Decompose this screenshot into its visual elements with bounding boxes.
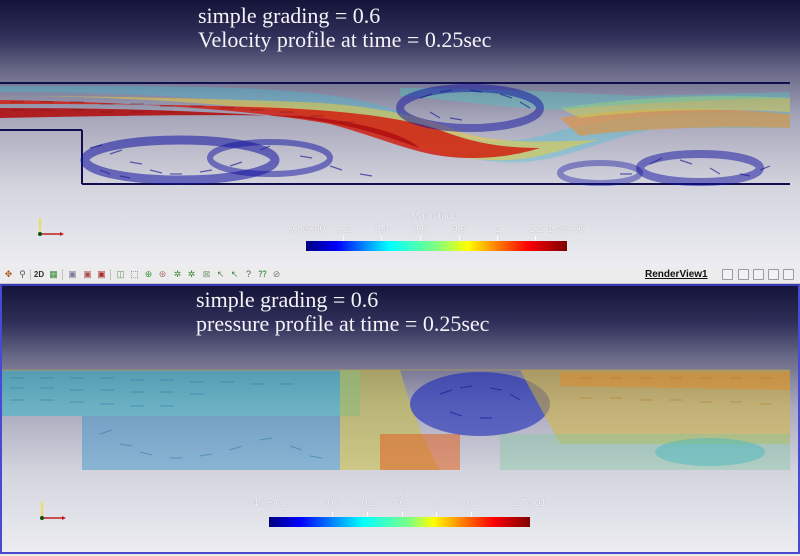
colorbar-tickmark bbox=[436, 512, 437, 517]
interactive-select-points-icon[interactable]: ⊕ bbox=[144, 269, 153, 279]
maximize-icon[interactable] bbox=[753, 269, 764, 280]
select-points-on-icon[interactable]: ▣ bbox=[68, 269, 77, 279]
colorbar-pressure bbox=[269, 517, 530, 527]
colorbar-tick: 1.2 bbox=[529, 224, 543, 235]
clear-selection-icon[interactable]: ⊘ bbox=[272, 269, 281, 279]
2d-3d-toggle-button[interactable]: 2D bbox=[33, 270, 45, 279]
grow-selection-icon[interactable]: ✲ bbox=[187, 269, 196, 279]
colorbar-tick: 0.0e+00 bbox=[288, 224, 326, 235]
colorbar-tick: 0.1 bbox=[464, 498, 478, 509]
zoom-to-data-icon[interactable]: ⚲ bbox=[19, 269, 26, 279]
colorbar-tickmark bbox=[402, 512, 403, 517]
select-cells-through-icon[interactable]: ▣ bbox=[83, 269, 92, 279]
colorbar-title: U Magnitude bbox=[401, 211, 458, 222]
view-title: simple grading = 0.6 Velocity profile at… bbox=[198, 4, 491, 52]
colorbar-tickmark bbox=[535, 236, 536, 241]
title-line-1: simple grading = 0.6 bbox=[196, 287, 379, 312]
hover-points-icon[interactable]: ↖ bbox=[216, 269, 225, 279]
colorbar-tick: 0 bbox=[433, 498, 439, 509]
select-points-through-icon[interactable]: ▣ bbox=[97, 269, 106, 279]
orientation-axes bbox=[34, 214, 64, 244]
select-points-polygon-icon[interactable]: ✲ bbox=[173, 269, 182, 279]
query-selection-icon[interactable]: ⁇ bbox=[258, 269, 267, 279]
colorbar-tick: -0.2 bbox=[358, 498, 376, 509]
select-cells-polygon-icon[interactable]: ⊛ bbox=[158, 269, 167, 279]
render-view-name[interactable]: RenderView1 bbox=[645, 269, 708, 280]
colorbar-velocity bbox=[306, 241, 567, 251]
title-line-1: simple grading = 0.6 bbox=[198, 3, 381, 28]
toolbar-separator bbox=[62, 269, 63, 280]
view-toolbar: ✥ ⚲ 2D ▦ ▣ ▣ ▣ ◫ ⬚ ⊕ ⊛ ✲ ✲ ⊠ ↖ ↖ ? ⁇ ⊘ R… bbox=[0, 266, 800, 284]
shrink-selection-icon[interactable]: ⊠ bbox=[202, 269, 211, 279]
colorbar-tick: -0.1 bbox=[392, 498, 410, 509]
colorbar-tickmark bbox=[367, 512, 368, 517]
render-view-velocity[interactable]: simple grading = 0.6 Velocity profile at… bbox=[0, 0, 800, 266]
toolbar-separator bbox=[30, 269, 31, 280]
colorbar-tick: 0.8 bbox=[452, 224, 466, 235]
select-cells-on-icon[interactable]: ▦ bbox=[49, 269, 58, 279]
help-query-icon[interactable]: ? bbox=[245, 269, 251, 279]
render-view-pressure[interactable]: simple grading = 0.6 pressure profile at… bbox=[0, 284, 800, 554]
title-line-2: pressure profile at time = 0.25sec bbox=[196, 311, 490, 336]
colorbar-tickmark bbox=[332, 512, 333, 517]
colorbar-tick: 0.2 bbox=[336, 224, 350, 235]
colorbar-tick: 1.4e+00 bbox=[547, 224, 585, 235]
split-vertical-icon[interactable] bbox=[738, 269, 749, 280]
colorbar-tickmark bbox=[381, 236, 382, 241]
colorbar-tickmark bbox=[497, 236, 498, 241]
toolbar-separator bbox=[110, 269, 111, 280]
velocity-vector-field bbox=[0, 78, 800, 190]
colorbar-tick: -0.3 bbox=[324, 498, 342, 509]
colorbar-tickmark bbox=[343, 236, 344, 241]
title-line-2: Velocity profile at time = 0.25sec bbox=[198, 27, 492, 52]
reset-camera-icon[interactable]: ✥ bbox=[4, 269, 13, 279]
colorbar-title: p bbox=[397, 488, 403, 499]
split-horizontal-icon[interactable] bbox=[722, 269, 733, 280]
hover-cells-icon[interactable]: ↖ bbox=[230, 269, 239, 279]
interactive-select-cells-icon[interactable]: ⬚ bbox=[130, 269, 139, 279]
colorbar-tick: 1 bbox=[494, 224, 500, 235]
view-title: simple grading = 0.6 pressure profile at… bbox=[196, 288, 489, 336]
colorbar-tickmark bbox=[471, 512, 472, 517]
colorbar-tickmark bbox=[459, 236, 460, 241]
select-block-icon[interactable]: ◫ bbox=[116, 269, 125, 279]
colorbar-tick: 0.6 bbox=[413, 224, 427, 235]
restore-icon[interactable] bbox=[768, 269, 779, 280]
colorbar-tick: -4.8e-01 bbox=[249, 498, 287, 509]
colorbar-tick: 0.4 bbox=[375, 224, 389, 235]
close-icon[interactable] bbox=[783, 269, 794, 280]
pressure-vector-field bbox=[2, 364, 798, 476]
orientation-axes bbox=[36, 498, 66, 528]
colorbar-tickmark bbox=[420, 236, 421, 241]
colorbar-tick: 2.7e-01 bbox=[512, 498, 546, 509]
